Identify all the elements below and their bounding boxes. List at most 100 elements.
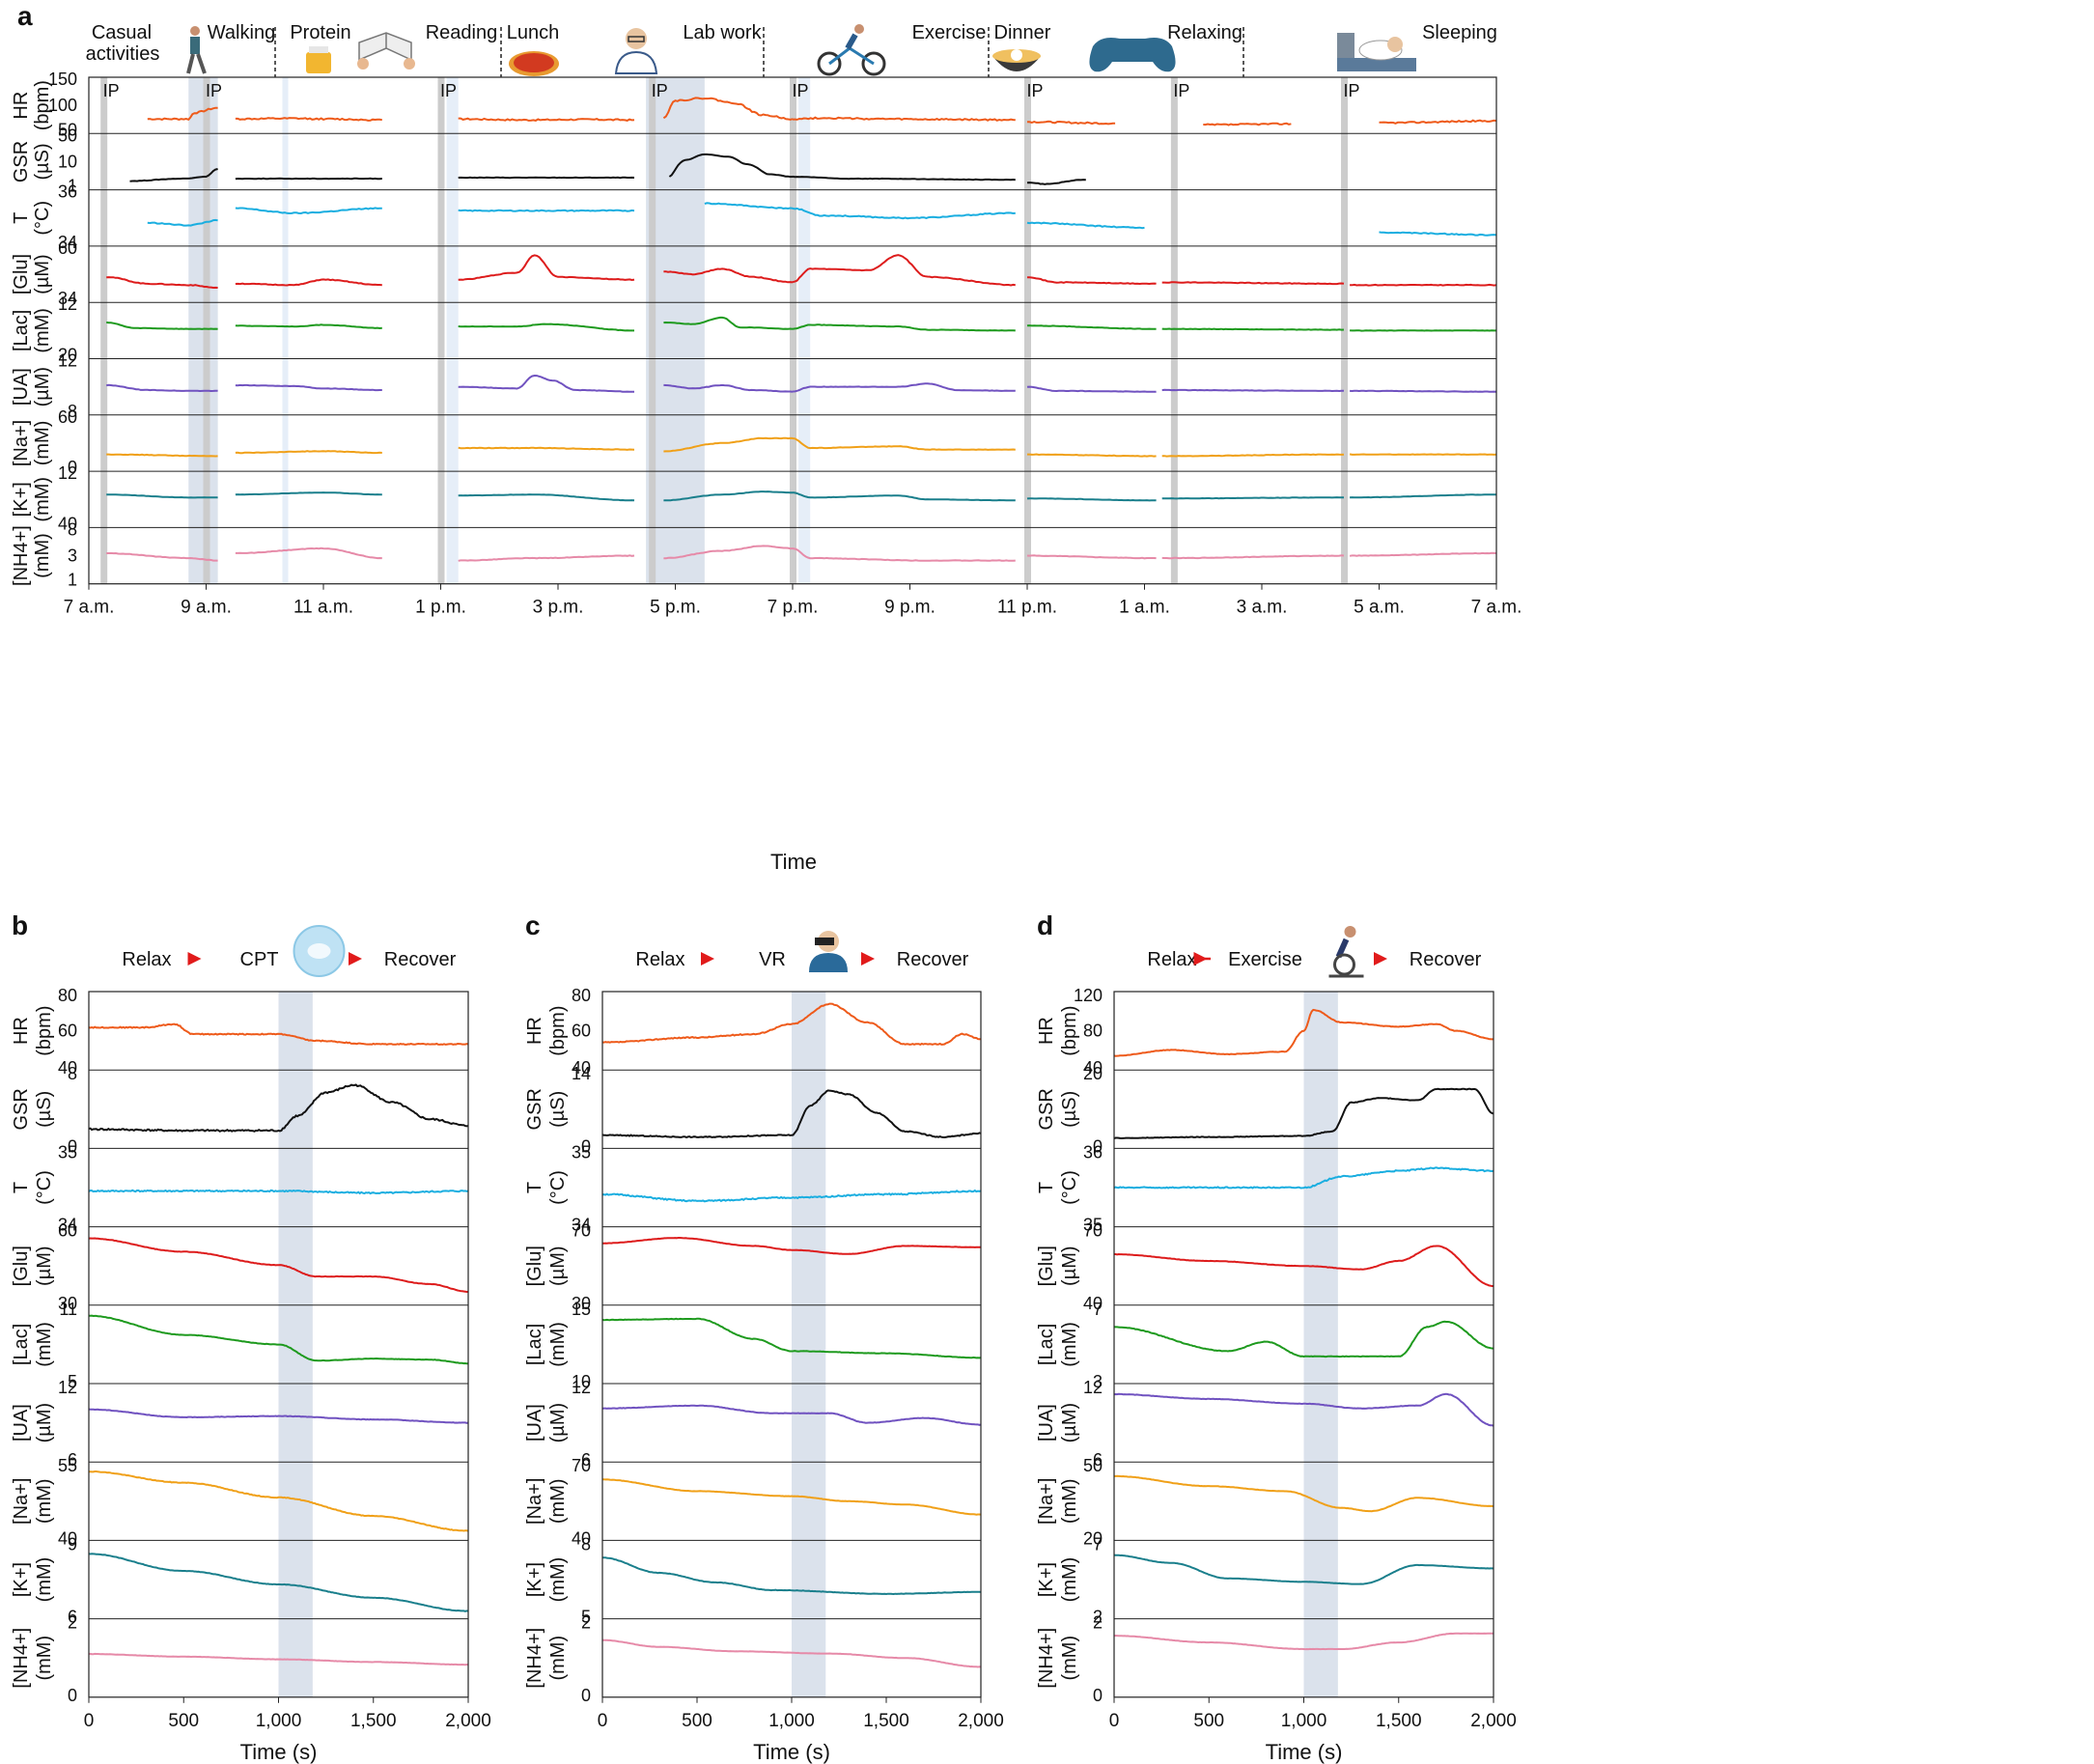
activity-sleeping-label: Sleeping [1422, 22, 1497, 43]
y-tick-label: 40 [1083, 1058, 1103, 1078]
y-axis-label-GSR: GSR [524, 1088, 545, 1130]
stage-vr-label: VR [759, 949, 786, 970]
series-line-Lac [458, 322, 634, 332]
y-axis-unit-NH4: (mM) [34, 1636, 55, 1681]
stage-recover-label: Recover [897, 949, 969, 970]
series-line-K [106, 493, 218, 499]
ip-label: IP [1344, 81, 1360, 100]
y-tick-label: 20 [1083, 1528, 1103, 1548]
y-axis-label-K: [K+] [11, 1562, 32, 1597]
ip-band [649, 77, 656, 584]
series-line-NH4 [663, 545, 794, 560]
ip-label: IP [792, 81, 808, 100]
series-line-HR [1027, 120, 1116, 126]
y-axis-unit-T: (°C) [547, 1170, 569, 1205]
y-axis-unit-K: (mM) [547, 1557, 569, 1603]
series-line-Na [1027, 453, 1157, 458]
y-tick-label: 34 [58, 233, 77, 252]
y-axis-label-HR: HR [11, 92, 32, 120]
y-axis-label-Glu: [Glu] [11, 254, 32, 294]
series-line-T [1113, 1166, 1494, 1190]
y-axis-unit-K: (mM) [34, 1557, 55, 1603]
stage-arrow-head [1374, 952, 1387, 966]
y-tick-label: 14 [572, 1064, 591, 1083]
x-tick-label: 0 [598, 1711, 608, 1731]
series-line-Lac [792, 323, 1016, 332]
y-axis-unit-T: (°C) [34, 1170, 55, 1205]
series-line-Glu [1350, 283, 1497, 287]
x-tick-label: 1,000 [256, 1711, 302, 1731]
series-line-UA [792, 382, 1016, 393]
y-tick-label: 70 [1083, 1221, 1103, 1241]
series-line-Glu [1114, 1245, 1494, 1287]
panel-c-letter: c [525, 910, 541, 940]
activity-exercise-label: Exercise [912, 22, 987, 43]
y-tick-label: 40 [58, 1058, 77, 1078]
series-line-Na [792, 437, 1016, 451]
y-axis-label-Na: [Na+] [11, 420, 32, 466]
series-line-HR [601, 1002, 981, 1047]
y-tick-label: 34 [58, 1216, 77, 1235]
y-tick-label: 20 [1083, 1064, 1103, 1083]
stage-exercise-label: Exercise [1228, 949, 1302, 970]
y-axis-unit-UA: (µM) [34, 1403, 55, 1443]
series-line-Na [235, 450, 382, 455]
series-line-T [704, 202, 794, 210]
y-axis-label-Lac: [Lac] [1036, 1324, 1057, 1365]
y-axis-label-K: [K+] [11, 482, 32, 517]
noodle-bowl-icon [992, 49, 1041, 71]
y-axis-label-Lac: [Lac] [11, 1324, 32, 1365]
series-line-UA [1026, 385, 1157, 393]
x-tick-label: 0 [1109, 1711, 1120, 1731]
series-line-T [147, 218, 218, 227]
y-tick-label: 6 [68, 1450, 77, 1470]
y-axis-unit-NH4: (mM) [547, 1636, 569, 1681]
y-tick-label: 0 [1093, 1136, 1103, 1156]
series-line-Na [89, 1470, 469, 1532]
series-line-K [792, 491, 1016, 502]
ip-band [203, 77, 210, 584]
series-line-Na [1114, 1474, 1494, 1513]
y-tick-label: 2 [68, 1613, 77, 1633]
x-tick-label: 5 p.m. [650, 598, 701, 618]
series-line-Lac [235, 323, 382, 330]
y-axis-label-HR: HR [11, 1017, 32, 1045]
series-line-K [1350, 493, 1497, 499]
series-line-Glu [88, 1237, 469, 1294]
y-tick-label: 55 [58, 1456, 77, 1475]
y-axis-unit-Glu: (µM) [1059, 1246, 1080, 1286]
y-tick-label: 60 [58, 1221, 77, 1241]
y-tick-label: 100 [48, 96, 77, 115]
activity-protein-label: Protein [290, 22, 350, 43]
y-tick-label: 12 [58, 463, 77, 483]
x-tick-label: 2,000 [958, 1711, 1004, 1731]
y-tick-label: 9 [68, 1534, 77, 1554]
activity-relaxing-label: Relaxing [1167, 22, 1242, 43]
series-line-Glu [1027, 276, 1157, 286]
ip-band [1170, 77, 1178, 584]
series-line-HR [88, 1022, 469, 1046]
y-tick-label: 10 [58, 152, 77, 171]
y-tick-label: 6 [68, 1608, 77, 1627]
y-axis-unit-NH4: (mM) [32, 533, 53, 578]
series-line-HR [1379, 119, 1497, 125]
y-tick-label: 0 [68, 1136, 77, 1156]
series-line-UA [663, 383, 794, 393]
y-axis-unit-UA: (µM) [1059, 1403, 1080, 1443]
ip-label: IP [1026, 81, 1043, 100]
y-axis-label-NH4: [NH4+] [524, 1628, 545, 1689]
y-axis-unit-Lac: (mM) [547, 1322, 569, 1367]
y-axis-unit-T: (°C) [1059, 1170, 1080, 1205]
y-axis-label-T: T [11, 212, 32, 224]
x-tick-label: 3 a.m. [1237, 598, 1288, 618]
y-tick-label: 7 [1093, 1534, 1103, 1554]
y-tick-label: 60 [572, 1022, 591, 1041]
y-tick-label: 35 [1083, 1216, 1103, 1235]
y-axis-unit-Glu: (µM) [547, 1246, 569, 1286]
stage-relax-label: Relax [122, 949, 171, 970]
y-tick-label: 0 [581, 1136, 591, 1156]
